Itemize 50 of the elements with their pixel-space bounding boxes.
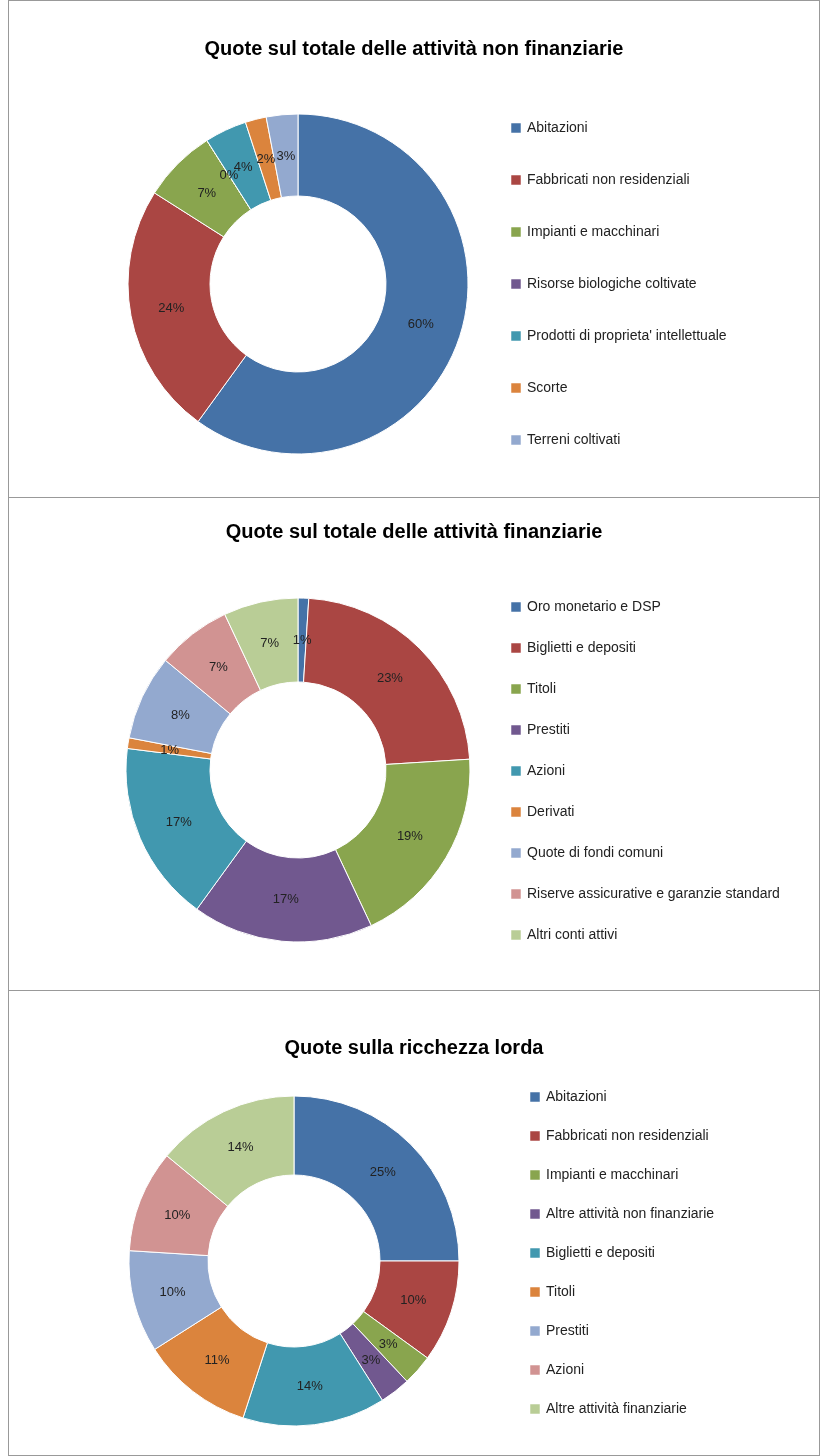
data-label: 60%: [407, 315, 435, 331]
legend-label: Prodotti di proprieta' intellettuale: [527, 327, 727, 343]
chart-title: Quote sul totale delle attività non finanziarie: [204, 37, 624, 59]
data-label: 3%: [378, 1335, 398, 1351]
legend-label: Scorte: [527, 379, 568, 395]
legend-label: Azioni: [546, 1361, 585, 1377]
legend-label: Altri conti attivi: [527, 926, 618, 942]
data-label: 23%: [376, 670, 404, 686]
data-label: 11%: [204, 1352, 231, 1368]
data-label: 7%: [260, 635, 280, 651]
data-label: 10%: [164, 1206, 191, 1222]
legend-label: Derivati: [527, 803, 575, 819]
data-label: 10%: [159, 1284, 186, 1300]
legend-label: Prestiti: [546, 1322, 589, 1338]
legend-label: Titoli: [546, 1283, 576, 1299]
legend-label: Abitazioni: [546, 1088, 607, 1104]
legend-label: Abitazioni: [527, 119, 588, 135]
data-label: 17%: [272, 891, 300, 907]
legend-label: Titoli: [527, 680, 557, 696]
legend-label: Altre attività finanziarie: [546, 1400, 688, 1416]
legend-label: Altre attività non finanziarie: [546, 1205, 715, 1221]
data-label: 8%: [170, 706, 191, 722]
data-label: 3%: [361, 1352, 381, 1368]
data-label: 25%: [369, 1164, 397, 1180]
legend-label: Fabbricati non residenziali: [546, 1127, 709, 1143]
legend-label: Impianti e macchinari: [546, 1166, 679, 1182]
chart-title: Quote sulla ricchezza lorda: [284, 1036, 545, 1058]
legend-label: Oro monetario e DSP: [527, 598, 661, 614]
legend-label: Biglietti e depositi: [527, 639, 636, 655]
legend-label: Impianti e macchinari: [527, 223, 660, 239]
data-label: 17%: [165, 813, 193, 829]
data-label: 1%: [160, 741, 180, 757]
data-label: 10%: [400, 1291, 427, 1307]
data-label: 19%: [396, 828, 424, 844]
legend-label: Risorse biologiche coltivate: [527, 275, 697, 291]
data-label: 14%: [227, 1139, 255, 1155]
legend-label: Quote di fondi comuni: [527, 844, 664, 860]
legend-label: Prestiti: [527, 721, 570, 737]
data-label: 14%: [296, 1377, 324, 1393]
legend-label: Riserve assicurative e garanzie standard: [527, 885, 780, 901]
text: Quote sul totale delle attività finanziarie: [225, 520, 603, 542]
data-label: 1%: [292, 632, 312, 648]
legend-label: Biglietti e depositi: [546, 1244, 655, 1260]
legend-label: Azioni: [527, 762, 566, 778]
data-label: 7%: [197, 184, 217, 200]
legend-label: Fabbricati non residenziali: [527, 171, 690, 187]
data-label: 24%: [158, 300, 185, 316]
data-label: 3%: [276, 147, 296, 163]
legend-label: Terreni coltivati: [527, 431, 621, 447]
data-label: 7%: [208, 659, 229, 675]
